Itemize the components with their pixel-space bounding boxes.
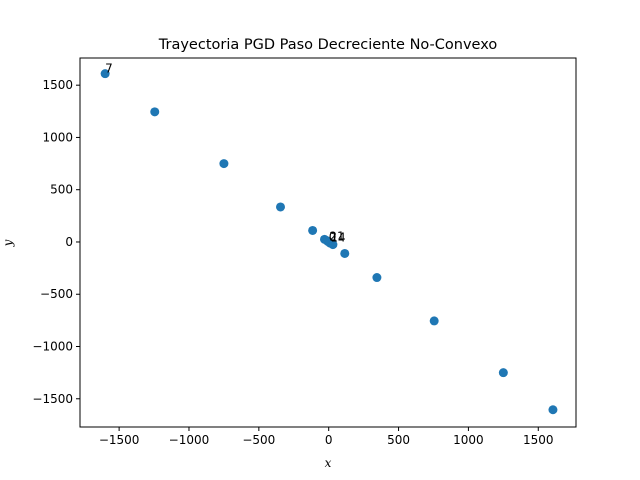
data-point xyxy=(429,316,439,326)
y-tick-label: −500 xyxy=(40,287,73,301)
x-tick-label: −500 xyxy=(242,433,275,447)
data-point xyxy=(548,405,558,415)
y-tick-label: 500 xyxy=(50,183,73,197)
y-tick-label: −1000 xyxy=(32,340,73,354)
data-point xyxy=(275,202,285,212)
x-tick-label: 0 xyxy=(325,433,333,447)
y-tick-label: −1500 xyxy=(32,392,73,406)
data-point xyxy=(150,107,160,117)
plot-frame xyxy=(79,57,577,428)
x-tick-label: −1000 xyxy=(169,433,210,447)
x-axis-label: x xyxy=(325,456,332,470)
x-tick-label: 1000 xyxy=(453,433,484,447)
x-tick-label: 500 xyxy=(387,433,410,447)
data-point xyxy=(308,225,318,235)
y-tick-label: 1500 xyxy=(42,78,73,92)
data-point xyxy=(328,240,338,250)
data-point xyxy=(372,273,382,283)
data-point xyxy=(219,159,229,169)
point-annotation: 14 xyxy=(330,231,345,245)
y-tick-label: 0 xyxy=(65,235,73,249)
point-annotation: 7 xyxy=(105,62,113,76)
y-tick-label: 1000 xyxy=(42,130,73,144)
x-tick-label: 1500 xyxy=(523,433,554,447)
point-annotation: 21 xyxy=(329,229,344,243)
chart-title: Trayectoria PGD Paso Decreciente No-Conv… xyxy=(158,37,498,53)
data-point xyxy=(498,368,508,378)
data-point xyxy=(340,248,350,258)
point-annotation: 0 xyxy=(329,230,337,244)
x-tick-label: −1500 xyxy=(99,433,140,447)
plot-area: −1500 −1000 −500 0 500 1000 1500 −1500 −1000 −500… xyxy=(32,57,577,447)
y-axis-label: y xyxy=(1,239,15,247)
data-point xyxy=(100,69,110,79)
